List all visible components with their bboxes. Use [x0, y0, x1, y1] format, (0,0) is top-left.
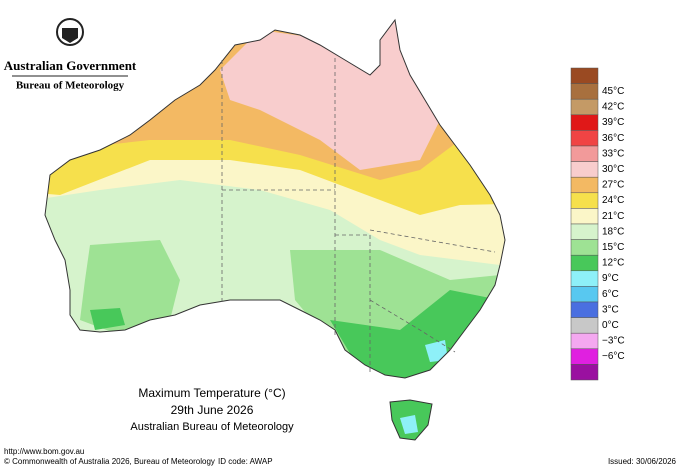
legend-label: 18°C — [602, 226, 624, 237]
state-borders — [221, 58, 496, 372]
footer-issued: Issued: 30/06/2026 — [608, 457, 677, 466]
legend-label: 0°C — [602, 320, 619, 331]
legend-label: 30°C — [602, 164, 624, 175]
legend-swatch — [570, 223, 599, 240]
legend-swatch — [570, 254, 599, 272]
legend: 45°C 42°C 39°C 36°C 33°C 30°C 27°C 24°C 21°C 18°C… — [570, 67, 625, 381]
legend-swatch — [570, 98, 599, 116]
footer-url: http://www.bom.gov.au — [4, 447, 84, 456]
legend-swatch — [570, 348, 599, 365]
legend-label: 3°C — [602, 304, 619, 315]
legend-swatch — [570, 145, 599, 162]
legend-swatch — [570, 208, 599, 225]
legend-swatch — [570, 83, 599, 100]
map-title: Maximum Temperature (°C) — [138, 386, 285, 400]
legend-label: 15°C — [602, 242, 624, 253]
legend-label: 12°C — [602, 258, 624, 269]
legend-label: 6°C — [602, 289, 619, 300]
legend-label: 33°C — [602, 148, 624, 159]
legend-swatch — [570, 301, 599, 318]
emblem — [56, 18, 84, 46]
map-date: 29th June 2026 — [171, 403, 254, 417]
legend-swatch — [570, 332, 599, 350]
coastline — [44, 18, 506, 441]
legend-label: 45°C — [602, 86, 624, 97]
legend-label: −6°C — [602, 351, 625, 362]
legend-label: −3°C — [602, 336, 625, 347]
legend-label: 39°C — [602, 117, 624, 128]
legend-swatch — [570, 130, 599, 147]
map-agency: Australian Bureau of Meteorology — [130, 421, 294, 433]
legend-swatch — [570, 239, 599, 256]
legend-label: 36°C — [602, 133, 624, 144]
legend-swatch — [570, 317, 599, 334]
legend-swatch — [570, 286, 599, 303]
government-title: Australian Government — [4, 58, 137, 73]
legend-swatch — [570, 192, 599, 209]
footer-copyright: © Commonwealth of Australia 2026, Bureau… — [4, 457, 215, 466]
legend-swatch — [570, 364, 599, 381]
legend-label: 24°C — [602, 195, 624, 206]
legend-swatch — [570, 114, 599, 131]
legend-swatch — [570, 67, 599, 84]
legend-swatch — [570, 176, 599, 194]
legend-label: 42°C — [602, 102, 624, 113]
bureau-title: Bureau of Meteorology — [16, 80, 125, 92]
legend-label: 21°C — [602, 211, 624, 222]
legend-swatch — [570, 161, 599, 178]
legend-label: 27°C — [602, 180, 624, 191]
legend-swatch — [570, 270, 599, 287]
legend-label: 9°C — [602, 273, 619, 284]
footer-id: ID code: AWAP — [218, 457, 273, 466]
